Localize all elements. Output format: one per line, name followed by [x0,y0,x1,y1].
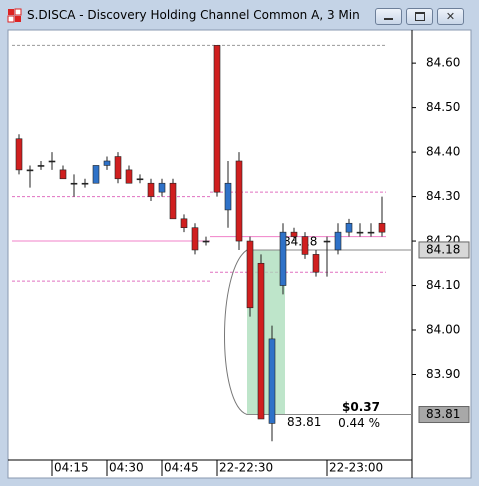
candle-body [114,156,122,180]
candle-body [235,160,243,242]
app-icon [7,8,22,23]
price-marker-label: 83.81 [426,407,460,421]
candle-body [367,231,375,234]
candle-body [213,45,221,193]
y-tick-label: 84.40 [426,145,460,159]
measure-end-label: 83.81 [287,415,321,429]
measure-box [247,249,285,415]
close-button[interactable]: ✕ [437,8,464,25]
candle-body [15,138,23,171]
y-tick-label: 84.10 [426,278,460,292]
candle-body [125,169,133,184]
measure-change: $0.37 [342,400,380,414]
candle-body [345,222,353,233]
y-tick-label: 84.30 [426,189,460,203]
y-tick-label: 84.60 [426,56,460,70]
candle-body [103,160,111,166]
chart-panel [7,29,472,479]
window-title: S.DISCA - Discovery Holding Channel Comm… [27,8,360,22]
candle-body [147,182,155,197]
candle-body [26,169,34,172]
measure-percent: 0.44 % [338,416,380,430]
x-tick-label: 04:30 [109,461,144,475]
candle-body [37,165,45,167]
x-tick-label: 04:45 [164,461,199,475]
candle-body [312,254,320,273]
y-tick-label: 84.50 [426,100,460,114]
candle-body [70,182,78,185]
candle-body [323,240,331,243]
candle-body [158,182,166,193]
candle-body [92,165,100,184]
measure-arc [224,249,248,415]
candle-body [290,231,298,237]
candle-body [246,240,254,309]
title-bar: S.DISCA - Discovery Holding Channel Comm… [0,0,479,30]
x-tick-label: 04:15 [54,461,89,475]
candle-body [257,262,265,420]
candle-body [48,160,56,163]
y-tick-label: 83.90 [426,367,460,381]
candle-body [224,182,232,211]
candle-body [81,182,89,185]
measure-start-label: 84.18 [283,234,317,248]
candle-body [202,240,210,243]
x-tick-label: 22-23:00 [329,461,383,475]
price-marker [418,406,470,424]
candle-body [191,227,199,251]
candle-body [59,169,67,180]
candle-body [136,178,144,181]
candle-body [356,231,364,234]
candle-body [268,338,276,424]
candle-body [279,231,287,286]
price-marker [418,241,470,259]
y-tick-label: 84.00 [426,323,460,337]
candle-body [180,218,188,229]
candle-body [301,236,309,255]
candle-body [334,231,342,251]
minimize-button[interactable] [375,8,402,25]
candle-body [169,182,177,220]
maximize-button[interactable] [406,8,433,25]
x-tick-label: 22-22:30 [219,461,273,475]
candle-body [378,222,386,233]
price-marker-label: 84.18 [426,242,460,256]
